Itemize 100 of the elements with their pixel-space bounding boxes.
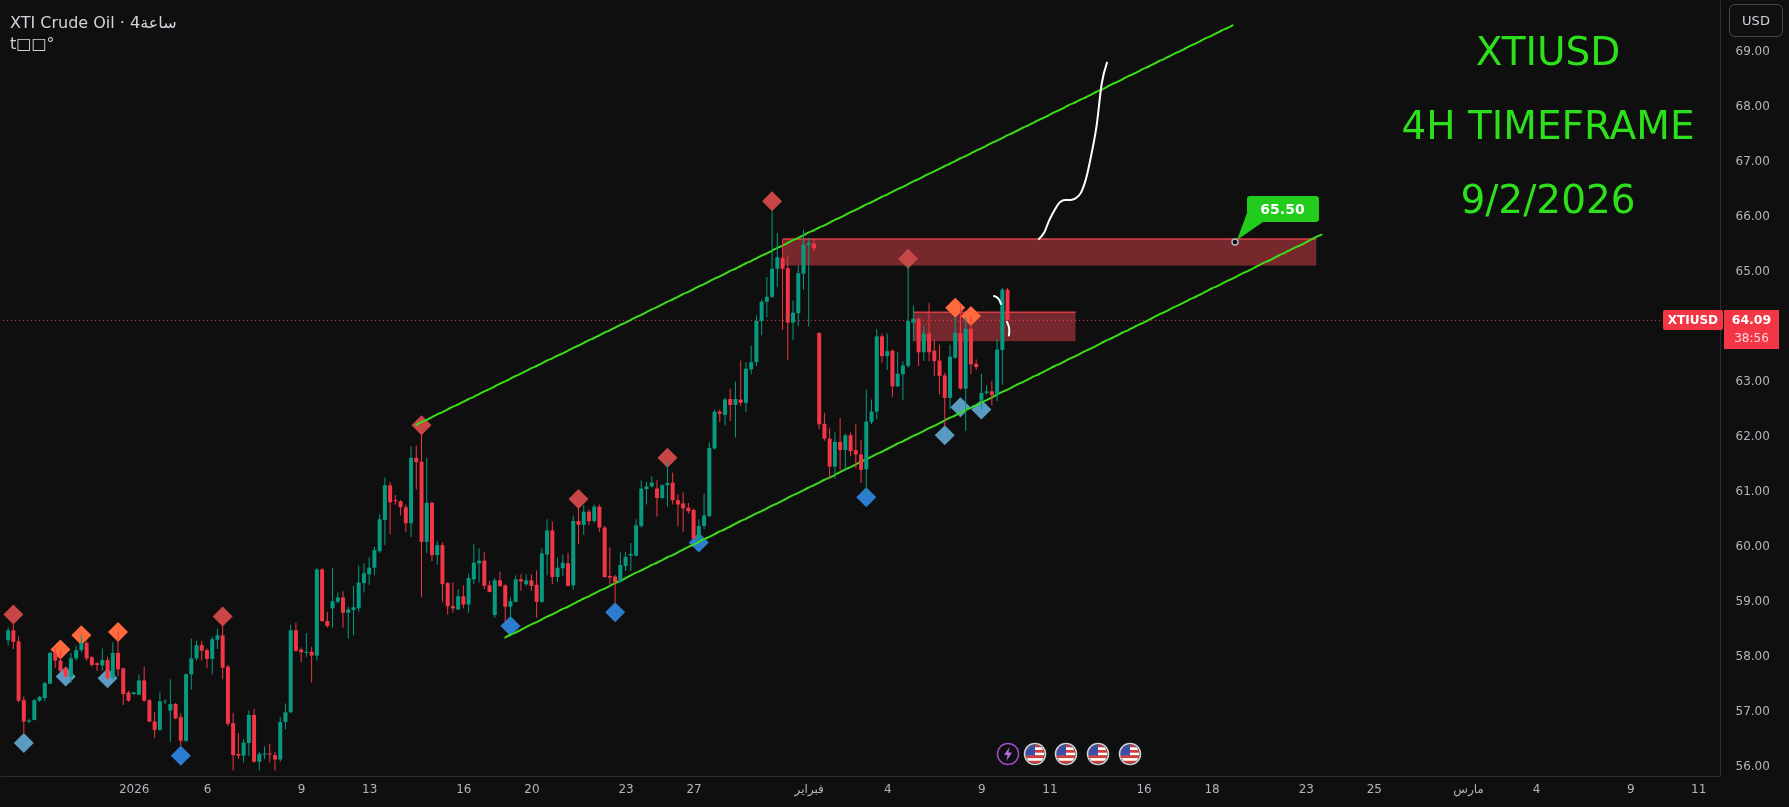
candlestick bbox=[513, 574, 518, 603]
x-tick-label: 16 bbox=[456, 781, 472, 796]
annotation: XTIUSD bbox=[1475, 29, 1621, 74]
candlestick bbox=[435, 540, 440, 566]
candlestick bbox=[759, 299, 764, 336]
candlestick bbox=[723, 397, 727, 426]
text: 64.09 bbox=[1724, 310, 1779, 331]
currency-button: USD bbox=[1729, 4, 1783, 37]
candlestick bbox=[791, 300, 796, 341]
point bbox=[568, 489, 589, 510]
candlestick bbox=[838, 417, 843, 471]
candlestick bbox=[869, 399, 874, 425]
point bbox=[212, 606, 233, 627]
candlestick bbox=[403, 504, 408, 533]
candlestick bbox=[168, 678, 173, 743]
x-tick-label: 4 bbox=[1532, 781, 1541, 796]
point bbox=[500, 615, 521, 636]
candlestick bbox=[204, 648, 209, 669]
candlestick bbox=[534, 569, 539, 619]
y-tick-label: 66.00 bbox=[1735, 208, 1770, 223]
x-tick-label: 6 bbox=[203, 781, 212, 796]
candlestick bbox=[346, 606, 351, 640]
candlestick bbox=[210, 635, 215, 675]
candlestick bbox=[764, 276, 769, 318]
candlestick bbox=[304, 632, 309, 658]
candlestick bbox=[105, 656, 110, 680]
x-tick-label: 9 bbox=[1626, 781, 1635, 796]
x-tick-label: 9 bbox=[978, 781, 986, 796]
annotation: 9/2/2026 bbox=[1460, 177, 1636, 222]
candlestick bbox=[560, 554, 565, 577]
point bbox=[934, 425, 955, 446]
point bbox=[762, 191, 783, 212]
candlestick bbox=[456, 588, 461, 611]
x-tick-label: 18 bbox=[1204, 781, 1220, 796]
candlestick bbox=[670, 472, 675, 506]
candlestick bbox=[597, 504, 602, 533]
candlestick bbox=[309, 646, 314, 684]
point bbox=[3, 604, 24, 625]
x-tick-label: 23 bbox=[618, 781, 634, 796]
candlestick bbox=[6, 627, 11, 647]
point bbox=[657, 447, 678, 468]
x-tick-label: 9 bbox=[297, 781, 306, 796]
candlestick bbox=[273, 751, 277, 771]
y-tick-label: 62.00 bbox=[1735, 428, 1770, 443]
y-tick-label: 67.00 bbox=[1735, 153, 1770, 168]
candlestick bbox=[822, 412, 827, 442]
candlestick bbox=[445, 581, 450, 615]
candlestick bbox=[979, 373, 984, 410]
candlestick bbox=[152, 711, 157, 739]
candlestick bbox=[283, 702, 288, 730]
candlestick bbox=[879, 333, 884, 364]
x-tick-label: 13 bbox=[362, 781, 378, 796]
point bbox=[856, 487, 877, 508]
point bbox=[13, 733, 34, 754]
x-tick-label: 16 bbox=[1136, 781, 1152, 796]
y-tick-label: 65.00 bbox=[1735, 263, 1770, 278]
candlestick bbox=[576, 500, 581, 545]
point bbox=[71, 625, 92, 646]
line-series bbox=[1037, 61, 1108, 241]
point bbox=[170, 745, 191, 766]
y-tick-label: 61.00 bbox=[1735, 483, 1770, 498]
y-tick-label: 59.00 bbox=[1735, 593, 1770, 608]
x-tick-label: 4 bbox=[883, 781, 892, 796]
candlestick bbox=[27, 718, 32, 724]
candlestick bbox=[461, 584, 466, 609]
candlestick bbox=[859, 439, 864, 484]
candlestick bbox=[194, 640, 199, 662]
candlestick bbox=[644, 481, 649, 506]
candlestick bbox=[989, 380, 994, 407]
candlestick bbox=[623, 551, 628, 572]
candlestick bbox=[843, 433, 848, 472]
x-tick-label: 25 bbox=[1366, 781, 1382, 796]
y-tick-label: 58.00 bbox=[1735, 648, 1770, 663]
x-tick-label: 11 bbox=[1691, 781, 1707, 796]
candlestick bbox=[555, 557, 560, 583]
candlestick bbox=[654, 479, 659, 518]
candlestick bbox=[921, 325, 926, 362]
text: 38:56 bbox=[1724, 330, 1779, 350]
candlestick bbox=[68, 652, 73, 684]
candlestick bbox=[738, 360, 743, 407]
y-tick-label: 56.00 bbox=[1735, 758, 1770, 773]
candlestick bbox=[775, 232, 780, 288]
x-tick-label: فبراير bbox=[793, 781, 824, 797]
x-tick-label: 23 bbox=[1298, 781, 1314, 796]
candlestick bbox=[508, 596, 513, 622]
candlestick bbox=[586, 508, 591, 526]
candlestick bbox=[592, 504, 597, 524]
candlestick bbox=[581, 504, 586, 536]
y-tick-label: 68.00 bbox=[1735, 99, 1770, 114]
point bbox=[605, 602, 626, 623]
x-tick-label: 11 bbox=[1042, 781, 1058, 796]
point bbox=[945, 297, 966, 318]
candlestick bbox=[372, 546, 377, 576]
candlestick bbox=[58, 650, 63, 674]
candlestick bbox=[811, 238, 816, 252]
x-tick-label: 2026 bbox=[118, 781, 150, 796]
annotation: 65.50 bbox=[1246, 195, 1319, 222]
candlestick bbox=[618, 551, 623, 584]
y-tick-label: 60.00 bbox=[1735, 538, 1770, 553]
candlestick bbox=[341, 590, 346, 629]
